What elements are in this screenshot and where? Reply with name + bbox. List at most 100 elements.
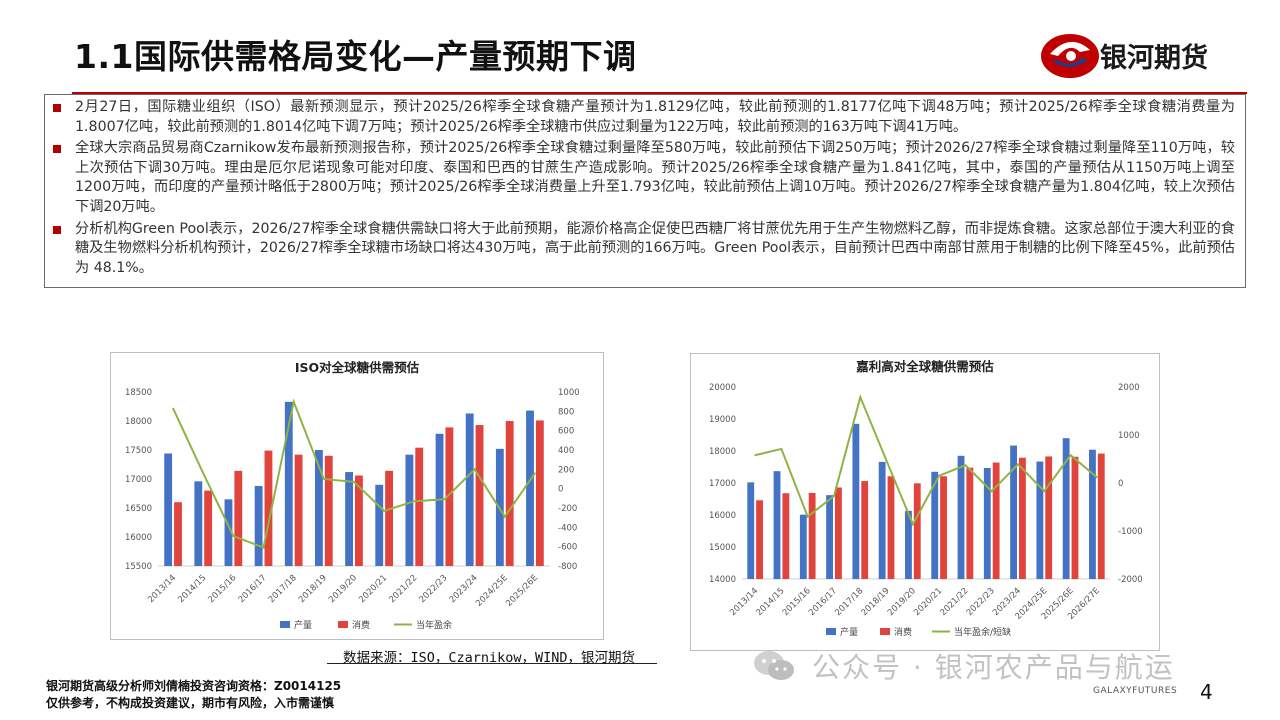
- consumption-bar: [887, 476, 895, 579]
- y-tick-label: 16500: [125, 504, 152, 514]
- bullet-square-icon: [53, 225, 61, 234]
- production-bar: [345, 472, 353, 566]
- y-tick-label: 15000: [709, 543, 736, 553]
- brand-name: 银河期货: [1100, 43, 1208, 74]
- production-bar: [826, 495, 833, 579]
- production-bar: [1062, 438, 1070, 579]
- production-bar: [773, 471, 781, 579]
- y-tick-label: 18000: [125, 417, 152, 427]
- bullet-text: 分析机构Green Pool表示，2026/27榨季全球食糖供需缺口将大于此前预…: [75, 220, 1235, 276]
- consumption-bar: [1019, 457, 1026, 579]
- balance-point: [938, 475, 940, 477]
- production-bar: [1036, 461, 1044, 579]
- consumption-bar: [385, 470, 393, 566]
- consumption-bar: [992, 462, 1000, 579]
- balance-point: [232, 535, 235, 537]
- balance-point: [780, 448, 783, 450]
- y2-tick-label: -1000: [1118, 527, 1143, 537]
- legend-label: 消费: [352, 619, 370, 631]
- balance-point: [443, 498, 446, 501]
- balance-point: [1096, 476, 1098, 479]
- balance-point: [534, 472, 536, 474]
- consumption-bar: [204, 490, 213, 566]
- consumption-bar: [264, 450, 273, 566]
- consumption-bar: [940, 476, 947, 579]
- balance-point: [859, 396, 862, 398]
- balance-point: [754, 454, 756, 456]
- production-bar: [1010, 445, 1017, 579]
- y2-tick-label: 1000: [558, 388, 580, 398]
- bullet-czarnikow: 全球大宗商品贸易商Czarnikow发布最新预测报告称，预计2025/26榨季全…: [53, 139, 1235, 217]
- balance-point: [292, 400, 295, 403]
- y-tick-label: 17000: [125, 475, 152, 485]
- consumption-bar: [835, 487, 842, 579]
- consumption-bar: [294, 454, 303, 566]
- y-tick-label: 18500: [125, 388, 152, 398]
- balance-point: [413, 500, 416, 503]
- chart-czarnikow-svg: 嘉利高对全球糖供需预估20000190001800017000160001500…: [690, 353, 1160, 651]
- legend-label: 产量: [840, 626, 858, 638]
- chart-title: 嘉利高对全球糖供需预估: [855, 359, 994, 374]
- disclaimer: 仅供参考，不构成投资建议，期市有风险，入市需谨慎: [46, 696, 335, 710]
- production-bar: [254, 485, 263, 566]
- y2-tick-label: -600: [558, 543, 577, 553]
- balance-point: [964, 464, 967, 467]
- y-tick-label: 16000: [709, 511, 736, 521]
- consumption-bar: [505, 421, 514, 566]
- y2-tick-label: 600: [558, 427, 574, 437]
- production-bar: [747, 482, 755, 579]
- production-bar: [164, 453, 173, 566]
- consumption-bar: [861, 481, 869, 579]
- y-tick-label: 15500: [125, 562, 152, 572]
- production-bar: [375, 484, 384, 566]
- balance-point: [383, 510, 385, 512]
- y-tick-label: 16000: [125, 533, 152, 543]
- watermark-text: 公众号 · 银河农产品与航运: [812, 651, 1175, 684]
- y2-tick-label: 0: [558, 485, 563, 495]
- consumption-bar: [966, 467, 974, 579]
- source-underline: [327, 663, 657, 664]
- production-bar: [465, 413, 474, 566]
- balance-point: [172, 407, 174, 410]
- consumption-bar: [445, 427, 454, 566]
- production-bar: [194, 481, 203, 566]
- legend-swatch: [338, 621, 348, 628]
- balance-point: [1017, 463, 1019, 466]
- legend-label: 消费: [894, 626, 912, 638]
- production-bar: [852, 423, 860, 579]
- legend-label: 当年盈余: [416, 619, 452, 631]
- balance-point: [503, 515, 506, 518]
- consumption-bar: [234, 470, 243, 566]
- balance-point: [806, 515, 809, 518]
- production-bar: [799, 514, 807, 579]
- balance-point: [1069, 454, 1072, 456]
- consumption-bar: [324, 455, 333, 566]
- y2-tick-label: 400: [558, 446, 574, 456]
- y2-tick-label: 800: [558, 407, 574, 417]
- y-tick-label: 18000: [709, 447, 736, 457]
- bullet-square-icon: [53, 145, 61, 154]
- y2-tick-label: 0: [1118, 479, 1123, 489]
- y2-tick-label: -2000: [1118, 575, 1143, 585]
- galaxy-logo-icon: [1041, 34, 1099, 78]
- y2-tick-label: 2000: [1118, 383, 1140, 393]
- consumption-bar: [415, 447, 424, 566]
- consumption-bar: [475, 425, 484, 566]
- y-tick-label: 17000: [709, 479, 736, 489]
- legend-swatch: [826, 628, 836, 635]
- balance-point: [202, 472, 205, 474]
- production-bar: [284, 401, 293, 566]
- chart-title: ISO对全球糖供需预估: [295, 360, 420, 375]
- y-tick-label: 17500: [125, 446, 152, 456]
- title-underline: [72, 92, 1247, 94]
- balance-point: [990, 490, 993, 492]
- bullet-iso: 2月27日，国际糖业组织（ISO）最新预测显示，预计2025/26榨季全球食糖产…: [53, 98, 1235, 137]
- y-tick-label: 20000: [709, 383, 736, 393]
- bullet-green-pool: 分析机构Green Pool表示，2026/27榨季全球食糖供需缺口将大于此前预…: [53, 220, 1235, 279]
- consumption-bar: [1045, 456, 1053, 579]
- y2-tick-label: -200: [558, 504, 577, 514]
- balance-point: [262, 546, 265, 549]
- chart-iso: ISO对全球糖供需预估 18500 18000 17500 17000 16500 1600…: [110, 352, 604, 640]
- page-number: 4: [1200, 680, 1213, 704]
- chart-czarnikow: 嘉利高对全球糖供需预估 20000 19000 18000 17000 16000 1500…: [690, 353, 1160, 651]
